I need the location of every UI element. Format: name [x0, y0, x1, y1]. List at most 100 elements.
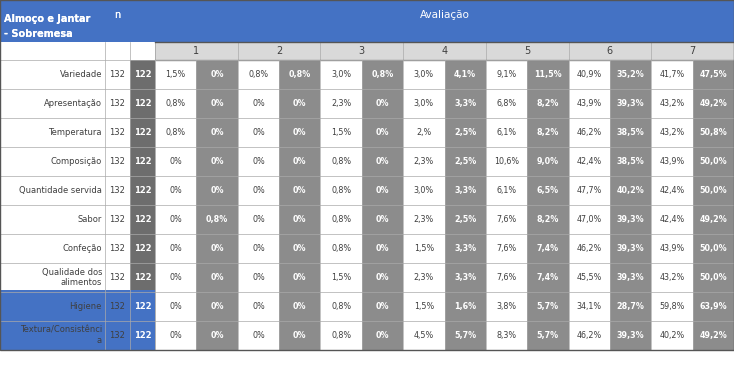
Text: Higiene: Higiene [70, 302, 102, 311]
Text: 2,5%: 2,5% [454, 215, 476, 224]
Bar [321, 234, 362, 263]
Text: 63,9%: 63,9% [700, 302, 727, 311]
Text: 39,3%: 39,3% [617, 99, 644, 108]
Text: 0,8%: 0,8% [331, 331, 351, 340]
Bar [238, 234, 279, 263]
Bar [321, 89, 362, 118]
Text: Composição: Composição [51, 157, 102, 166]
Text: 0,8%: 0,8% [331, 244, 351, 253]
Text: 0,8%: 0,8% [331, 157, 351, 166]
Bar [693, 176, 734, 205]
Text: 132: 132 [109, 215, 126, 224]
Text: 132: 132 [109, 331, 126, 340]
Bar [610, 176, 651, 205]
Text: 132: 132 [109, 186, 126, 195]
Bar [362, 321, 403, 350]
Text: 0%: 0% [252, 128, 265, 137]
Bar [651, 176, 693, 205]
Text: n: n [115, 10, 120, 20]
Bar [279, 118, 321, 147]
Bar [197, 292, 238, 321]
Bar [130, 321, 155, 350]
Text: 0%: 0% [376, 99, 389, 108]
Text: 1,6%: 1,6% [454, 302, 476, 311]
Bar [486, 234, 527, 263]
Bar [105, 263, 130, 292]
Text: 132: 132 [109, 273, 126, 282]
Bar [197, 205, 238, 234]
Text: 40,2%: 40,2% [617, 186, 644, 195]
Bar [403, 147, 445, 176]
Text: Qualidade dos
alimentos: Qualidade dos alimentos [42, 268, 102, 287]
Text: 122: 122 [134, 70, 151, 79]
Bar [445, 234, 486, 263]
Bar [527, 118, 569, 147]
Text: 43,9%: 43,9% [659, 244, 685, 253]
Bar [651, 118, 693, 147]
Text: 40,9%: 40,9% [577, 70, 602, 79]
Bar [279, 292, 321, 321]
Bar [651, 263, 693, 292]
Bar [155, 147, 197, 176]
Text: 50,0%: 50,0% [700, 273, 727, 282]
Bar [569, 147, 610, 176]
Text: Quantidade servida: Quantidade servida [19, 186, 102, 195]
Text: 42,4%: 42,4% [577, 157, 602, 166]
Bar [155, 176, 197, 205]
Text: 1,5%: 1,5% [414, 244, 434, 253]
Bar [651, 89, 693, 118]
Text: 122: 122 [134, 157, 151, 166]
Bar [445, 147, 486, 176]
Text: 0%: 0% [170, 331, 182, 340]
Text: 0%: 0% [252, 273, 265, 282]
Text: 132: 132 [109, 302, 126, 311]
Bar [610, 263, 651, 292]
Bar [238, 263, 279, 292]
Bar [197, 147, 238, 176]
Text: 0%: 0% [376, 128, 389, 137]
Bar [197, 89, 238, 118]
Bar [403, 60, 445, 89]
Bar [445, 321, 486, 350]
Text: 0%: 0% [210, 99, 224, 108]
Text: 0%: 0% [170, 215, 182, 224]
Text: 50,0%: 50,0% [700, 157, 727, 166]
Bar [693, 60, 734, 89]
Text: n: n [115, 10, 120, 20]
Text: 0%: 0% [170, 157, 182, 166]
Bar [362, 234, 403, 263]
Bar [403, 176, 445, 205]
Bar [130, 205, 155, 234]
Text: 3,0%: 3,0% [414, 99, 434, 108]
Bar [527, 263, 569, 292]
Text: 0,8%: 0,8% [371, 70, 393, 79]
Text: 39,3%: 39,3% [617, 273, 644, 282]
Bar [403, 263, 445, 292]
Text: 2,3%: 2,3% [414, 273, 434, 282]
Text: 0%: 0% [252, 157, 265, 166]
Bar [445, 263, 486, 292]
Bar [155, 263, 197, 292]
Bar [321, 205, 362, 234]
Bar [130, 89, 155, 118]
Bar [197, 60, 238, 89]
Text: 7: 7 [689, 46, 696, 56]
Text: 0,8%: 0,8% [166, 128, 186, 137]
Bar [0, 234, 105, 263]
Bar [105, 234, 130, 263]
Text: 0%: 0% [376, 244, 389, 253]
Text: 43,2%: 43,2% [659, 99, 685, 108]
Text: 46,2%: 46,2% [577, 128, 602, 137]
Bar [569, 89, 610, 118]
Text: 0%: 0% [170, 244, 182, 253]
Bar [238, 60, 279, 89]
Bar [527, 176, 569, 205]
Bar [0, 89, 105, 118]
Text: 0%: 0% [376, 302, 389, 311]
Text: 5,7%: 5,7% [454, 331, 476, 340]
Bar [238, 89, 279, 118]
Bar [610, 321, 651, 350]
Text: 7,6%: 7,6% [496, 244, 517, 253]
Bar [130, 147, 155, 176]
Bar [651, 292, 693, 321]
